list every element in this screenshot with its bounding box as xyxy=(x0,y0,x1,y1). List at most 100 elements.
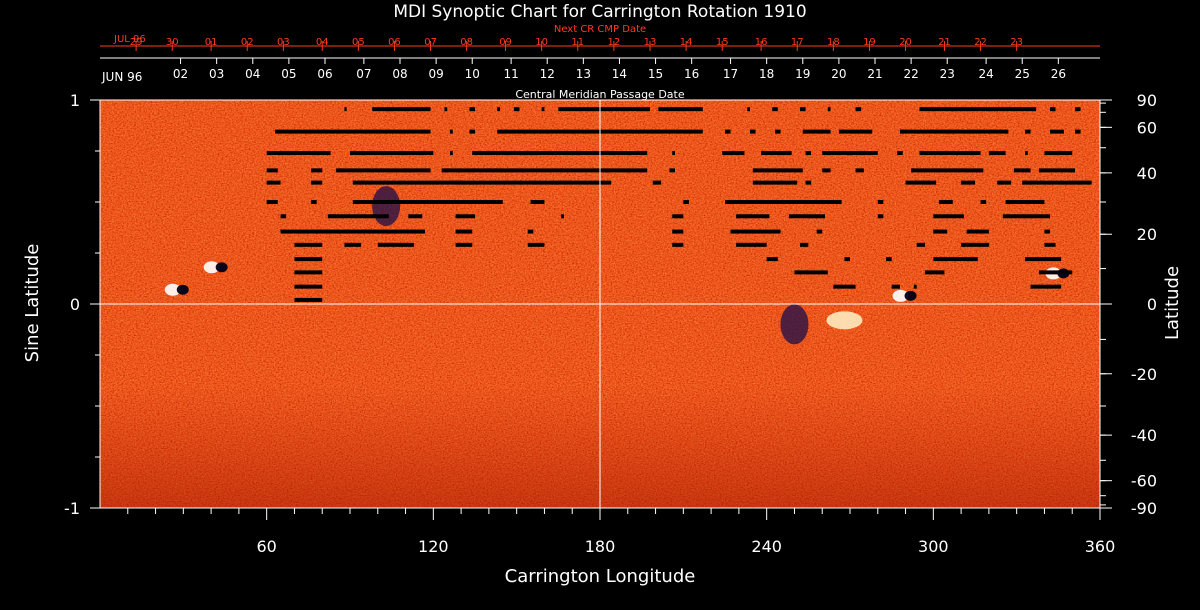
data-gap xyxy=(294,257,323,262)
data-gap xyxy=(725,200,842,204)
data-gap xyxy=(672,214,684,219)
cmp-date-label: 16 xyxy=(684,67,699,81)
cmp-date-label: 18 xyxy=(759,67,774,81)
data-gap xyxy=(1038,168,1075,173)
x-tick-label: 300 xyxy=(918,537,949,556)
data-gap xyxy=(855,107,862,112)
data-gap xyxy=(350,151,434,156)
data-gap xyxy=(311,180,323,185)
data-gap xyxy=(997,180,1012,185)
data-gap xyxy=(1075,107,1081,112)
data-gap xyxy=(311,168,323,173)
y-right-tick-label: 60 xyxy=(1137,118,1157,137)
data-gap xyxy=(294,297,323,302)
data-gap xyxy=(844,257,850,262)
data-gap xyxy=(455,229,473,234)
cmp-date-label: 05 xyxy=(281,67,296,81)
data-gap xyxy=(966,229,989,234)
data-gap xyxy=(1013,168,1031,173)
data-gap xyxy=(469,107,475,112)
data-gap xyxy=(736,214,770,219)
data-gap xyxy=(961,180,975,185)
data-gap xyxy=(911,168,984,173)
data-gap xyxy=(1022,180,1092,185)
data-gap xyxy=(761,151,792,156)
data-gap xyxy=(725,129,731,134)
data-gap xyxy=(541,107,545,112)
active-region-negative-part xyxy=(904,290,917,301)
active-region-negative xyxy=(372,186,401,227)
data-gap xyxy=(352,200,503,204)
data-gap xyxy=(933,229,948,234)
next-cmp-month-label: JUL 96 xyxy=(113,34,146,45)
x-tick-label: 120 xyxy=(418,537,449,556)
data-gap xyxy=(1038,270,1073,275)
cmp-date-label: 20 xyxy=(831,67,846,81)
data-gap xyxy=(513,107,520,112)
active-region-negative-part xyxy=(215,262,228,273)
data-gap xyxy=(886,257,892,262)
data-gap xyxy=(980,200,987,204)
data-gap xyxy=(1025,257,1062,262)
next-cmp-date-label: 03 xyxy=(277,37,290,48)
next-cmp-date-label: 22 xyxy=(974,37,987,48)
x-axis-label: Carrington Longitude xyxy=(505,566,696,587)
data-gap xyxy=(916,242,925,247)
cmp-date-label: 08 xyxy=(392,67,407,81)
data-gap xyxy=(444,107,448,112)
cmp-date-label: 09 xyxy=(428,67,443,81)
data-gap xyxy=(266,151,331,156)
data-gap xyxy=(311,200,317,204)
data-gap xyxy=(558,107,650,112)
data-gap xyxy=(827,107,831,112)
next-cmp-date-label: 07 xyxy=(424,37,437,48)
data-gap xyxy=(327,214,389,219)
next-cmp-date-label: 04 xyxy=(316,37,329,48)
next-cmp-date-label: 10 xyxy=(535,37,548,48)
cmp-date-label: 04 xyxy=(245,67,260,81)
data-gap xyxy=(377,242,414,247)
data-gap xyxy=(450,151,453,156)
next-cmp-date-label: 05 xyxy=(352,37,365,48)
y-axis-right: -90 -60 -40 -20 0 20 40 60 90 xyxy=(1100,91,1157,518)
data-gap xyxy=(652,180,662,185)
cmp-axis-label: Central Meridian Passage Date xyxy=(515,88,684,101)
data-gap xyxy=(294,270,323,275)
data-gap xyxy=(1050,107,1056,112)
data-gap xyxy=(900,129,1009,134)
next-cmp-date-label: 17 xyxy=(791,37,804,48)
data-gap xyxy=(450,129,453,134)
data-gap xyxy=(919,107,1037,112)
cmp-date-label: 13 xyxy=(576,67,591,81)
data-gap xyxy=(455,214,475,219)
next-cmp-date-label: 13 xyxy=(644,37,657,48)
data-gap xyxy=(833,284,856,289)
cmp-date-label: 19 xyxy=(795,67,810,81)
data-gap xyxy=(530,200,545,204)
data-gap xyxy=(1002,214,1050,219)
data-gap xyxy=(933,214,964,219)
y-right-tick-label: -60 xyxy=(1131,472,1157,491)
x-tick-label: 180 xyxy=(585,537,616,556)
cmp-date-label: 07 xyxy=(356,67,371,81)
next-cmp-date-label: 08 xyxy=(460,37,473,48)
data-gap xyxy=(800,107,806,112)
data-gap xyxy=(672,242,684,247)
data-gap xyxy=(280,229,425,234)
data-gap xyxy=(527,229,534,234)
data-gap xyxy=(280,214,287,219)
data-gap xyxy=(1025,151,1028,156)
x-tick-label: 360 xyxy=(1085,537,1116,556)
data-gap xyxy=(1075,129,1081,134)
y-right-tick-label: 40 xyxy=(1137,164,1157,183)
data-gap xyxy=(891,284,900,289)
active-region-positive-part xyxy=(164,283,181,296)
data-gap xyxy=(925,270,945,275)
data-gap xyxy=(722,151,745,156)
cmp-date-label: 02 xyxy=(173,67,188,81)
active-region-negative xyxy=(780,304,809,345)
cmp-date-label: 12 xyxy=(540,67,555,81)
cmp-date-label: 11 xyxy=(503,67,518,81)
data-gap xyxy=(672,151,675,156)
